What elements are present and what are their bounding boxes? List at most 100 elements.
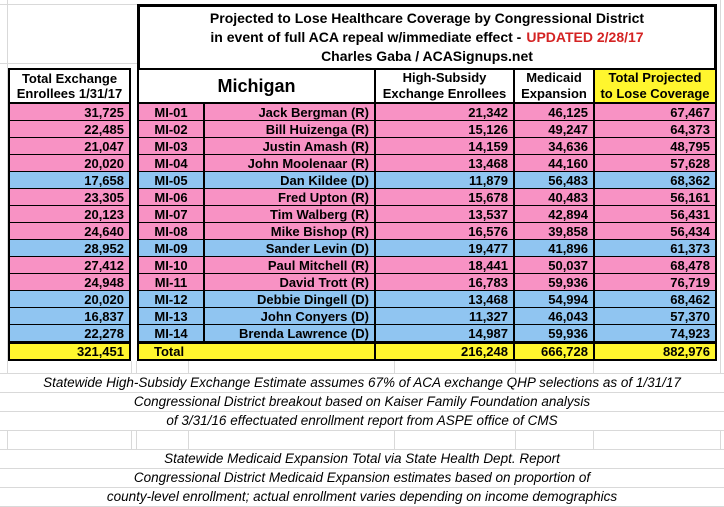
gridline [7,0,8,506]
high-subsidy-header-line1: High-Subsidy [402,70,487,85]
total-cell: 56,434 [593,223,717,240]
medicaid-cell: 50,037 [513,257,593,274]
district-row: MI-14 Brenda Lawrence (D) 14,987 59,936 … [137,325,717,342]
district-row: MI-07 Tim Walberg (R) 13,537 42,894 56,4… [137,206,717,223]
total-exchange-header-line1: Total Exchange [21,71,118,86]
total-cell: 56,431 [593,206,717,223]
medicaid-header-cell: Medicaid Expansion [513,68,593,104]
footnote-line: county-level enrollment; actual enrollme… [0,488,724,507]
total-row-label: Total [137,342,374,361]
rep-name-cell: Bill Huizenga (R) [203,121,374,138]
exchange-enrollees-cell: 16,837 [8,308,131,325]
district-row: MI-08 Mike Bishop (R) 16,576 39,858 56,4… [137,223,717,240]
rep-name-cell: Fred Upton (R) [203,189,374,206]
total-row: Total 216,248 666,728 882,976 [137,342,717,361]
high-subsidy-cell: 14,159 [374,138,513,155]
total-cell: 74,923 [593,325,717,342]
total-high-subsidy-cell: 216,248 [374,342,513,361]
gridline [188,361,189,506]
rep-name-cell: Justin Amash (R) [203,138,374,155]
exchange-enrollees-cell: 23,305 [8,189,131,206]
total-cell: 68,362 [593,172,717,189]
footnote-spacer [0,431,724,450]
footnote-line: of 3/31/16 effectuated enrollment report… [0,412,724,431]
title-attribution: Charles Gaba / ACASignups.net [321,48,533,64]
high-subsidy-cell: 11,879 [374,172,513,189]
medicaid-cell: 54,994 [513,291,593,308]
high-subsidy-cell: 15,126 [374,121,513,138]
rep-name-cell: John Conyers (D) [203,308,374,325]
district-cell: MI-14 [137,325,203,342]
total-medicaid-cell: 666,728 [513,342,593,361]
district-row: MI-04 John Moolenaar (R) 13,468 44,160 5… [137,155,717,172]
exchange-enrollees-cell: 27,412 [8,257,131,274]
rep-name-cell: Sander Levin (D) [203,240,374,257]
district-cell: MI-13 [137,308,203,325]
gridline [0,63,137,64]
district-cell: MI-05 [137,172,203,189]
district-row: MI-03 Justin Amash (R) 14,159 34,636 48,… [137,138,717,155]
total-exchange-header: Total Exchange Enrollees 1/31/17 [8,68,131,104]
rep-name-cell: John Moolenaar (R) [203,155,374,172]
rep-name-cell: Jack Bergman (R) [203,104,374,121]
district-row: MI-09 Sander Levin (D) 19,477 41,896 61,… [137,240,717,257]
high-subsidy-cell: 13,468 [374,291,513,308]
high-subsidy-cell: 15,678 [374,189,513,206]
medicaid-cell: 56,483 [513,172,593,189]
exchange-enrollees-total-cell: 321,451 [8,342,131,361]
district-row: MI-13 John Conyers (D) 11,327 46,043 57,… [137,308,717,325]
district-row: MI-11 David Trott (R) 16,783 59,936 76,7… [137,274,717,291]
title-line1: Projected to Lose Healthcare Coverage by… [209,10,645,26]
rep-name-cell: David Trott (R) [203,274,374,291]
total-exchange-column: Total Exchange Enrollees 1/31/17 31,725 … [8,68,131,361]
district-cell: MI-09 [137,240,203,257]
rep-name-cell: Mike Bishop (R) [203,223,374,240]
gridline [394,361,395,506]
exchange-enrollees-cell: 20,020 [8,155,131,172]
district-cell: MI-07 [137,206,203,223]
district-cell: MI-06 [137,189,203,206]
high-subsidy-cell: 11,327 [374,308,513,325]
exchange-enrollees-cell: 20,123 [8,206,131,223]
gridline [131,361,132,506]
medicaid-cell: 44,160 [513,155,593,172]
column-header-row: Michigan High-Subsidy Exchange Enrollees… [137,68,717,104]
district-cell: MI-01 [137,104,203,121]
medicaid-cell: 39,858 [513,223,593,240]
high-subsidy-header-line2: Exchange Enrollees [382,86,507,101]
district-table: Projected to Lose Healthcare Coverage by… [137,4,717,361]
total-projected-cell: 882,976 [593,342,717,361]
footnote-line: Statewide High-Subsidy Exchange Estimate… [0,374,724,393]
title-line2-black: in event of full ACA repeal w/immediate … [210,29,522,45]
district-cell: MI-03 [137,138,203,155]
exchange-enrollees-cell: 24,640 [8,223,131,240]
gridline [720,0,721,506]
district-row: MI-10 Paul Mitchell (R) 18,441 50,037 68… [137,257,717,274]
total-cell: 76,719 [593,274,717,291]
total-projected-header-cell: Total Projected to Lose Coverage [593,68,717,104]
medicaid-header-line2: Expansion [521,86,587,101]
high-subsidy-cell: 16,576 [374,223,513,240]
title-line2: in event of full ACA repeal w/immediate … [140,28,714,47]
high-subsidy-cell: 18,441 [374,257,513,274]
exchange-enrollees-cell: 17,658 [8,172,131,189]
total-projected-header-line2: to Lose Coverage [600,86,710,101]
district-cell: MI-04 [137,155,203,172]
total-cell: 61,373 [593,240,717,257]
medicaid-cell: 59,936 [513,325,593,342]
footnote-line: Congressional District Medicaid Expansio… [0,469,724,488]
total-cell: 57,628 [593,155,717,172]
total-cell: 57,370 [593,308,717,325]
district-cell: MI-11 [137,274,203,291]
district-row: MI-06 Fred Upton (R) 15,678 40,483 56,16… [137,189,717,206]
total-cell: 48,795 [593,138,717,155]
medicaid-header-line1: Medicaid [526,70,582,85]
exchange-enrollees-cell: 21,047 [8,138,131,155]
medicaid-cell: 42,894 [513,206,593,223]
district-cell: MI-12 [137,291,203,308]
rep-name-cell: Paul Mitchell (R) [203,257,374,274]
rep-name-cell: Dan Kildee (D) [203,172,374,189]
title-updated-date: UPDATED 2/28/17 [526,29,644,45]
district-row: MI-12 Debbie Dingell (D) 13,468 54,994 6… [137,291,717,308]
total-cell: 68,462 [593,291,717,308]
